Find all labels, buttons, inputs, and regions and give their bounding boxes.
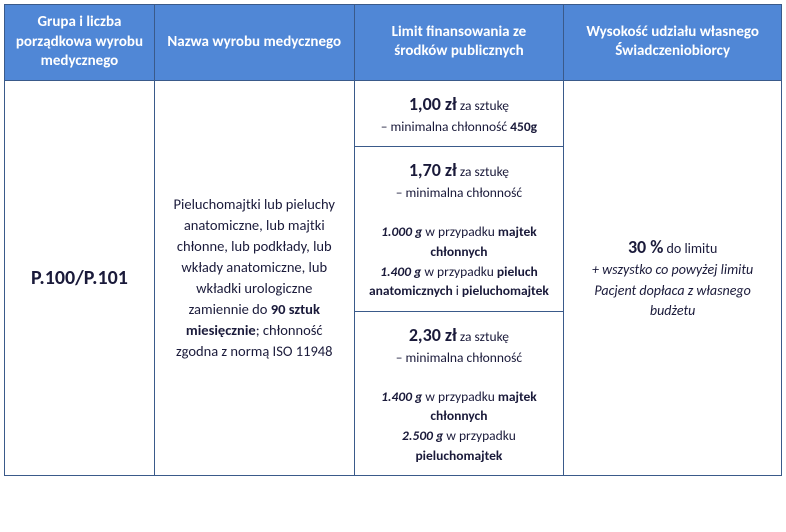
limit-tier-3: 2,30 zł za sztukę – minimalna chłonność … xyxy=(355,312,564,475)
header-col-limit: Limit finansowania ze środków publicznyc… xyxy=(354,5,564,81)
per-2: za sztukę xyxy=(457,163,509,180)
t2-d2d: i xyxy=(453,282,462,299)
table-row: P.100/P.101 Pieluchomajtki lub pieluchy … xyxy=(5,80,782,476)
min-absorb-2: – minimalna chłonność xyxy=(396,184,522,201)
t3-d2a: 2.500 g xyxy=(402,427,443,444)
price-2: 1,70 zł xyxy=(409,159,457,181)
limit-tier-1: 1,00 zł za sztukę – minimalna chłonność … xyxy=(355,81,564,148)
limit-tier-2: 1,70 zł za sztukę – minimalna chłonność … xyxy=(355,147,564,311)
min-absorb-1b: 450g xyxy=(510,118,537,135)
t2-d2b: w przypadku xyxy=(421,263,497,280)
cell-code: P.100/P.101 xyxy=(5,80,155,476)
t2-d2e: pieluchomajtek xyxy=(462,282,549,299)
share-text: do limitu xyxy=(663,240,717,257)
t3-d1b: w przypadku xyxy=(422,388,498,405)
header-col-group: Grupa i liczba porządkowa wyrobu medyczn… xyxy=(5,5,155,81)
share-note: + wszystko co powyżej limitu Pacjent dop… xyxy=(592,261,753,319)
min-absorb-3: – minimalna chłonność xyxy=(396,349,522,366)
min-absorb-1a: – minimalna chłonność xyxy=(381,118,510,135)
pricing-table: Grupa i liczba porządkowa wyrobu medyczn… xyxy=(4,4,782,476)
t2-d2a: 1.400 g xyxy=(380,263,421,280)
per-3: za sztukę xyxy=(457,328,509,345)
t2-d1b: w przypadku xyxy=(422,223,498,240)
price-3: 2,30 zł xyxy=(409,324,457,346)
share-percent: 30 % xyxy=(628,236,663,258)
t3-d2c: pieluchomajtek xyxy=(415,447,502,464)
cell-share: 30 % do limitu + wszystko co powyżej lim… xyxy=(564,80,782,476)
product-code: P.100/P.101 xyxy=(31,266,128,290)
header-col-name: Nazwa wyrobu medycznego xyxy=(154,5,354,81)
t2-d1a: 1.000 g xyxy=(381,223,422,240)
price-1: 1,00 zł xyxy=(409,93,457,115)
header-col-share: Wysokość udziału własnego Świadczeniobio… xyxy=(564,5,782,81)
per-1: za sztukę xyxy=(457,97,509,114)
t3-d2b: w przypadku xyxy=(443,427,516,444)
t3-d1a: 1.400 g xyxy=(381,388,422,405)
cell-description: Pieluchomajtki lub pieluchy anatomiczne,… xyxy=(154,80,354,476)
table-header-row: Grupa i liczba porządkowa wyrobu medyczn… xyxy=(5,5,782,81)
cell-limits: 1,00 zł za sztukę – minimalna chłonność … xyxy=(354,80,564,476)
